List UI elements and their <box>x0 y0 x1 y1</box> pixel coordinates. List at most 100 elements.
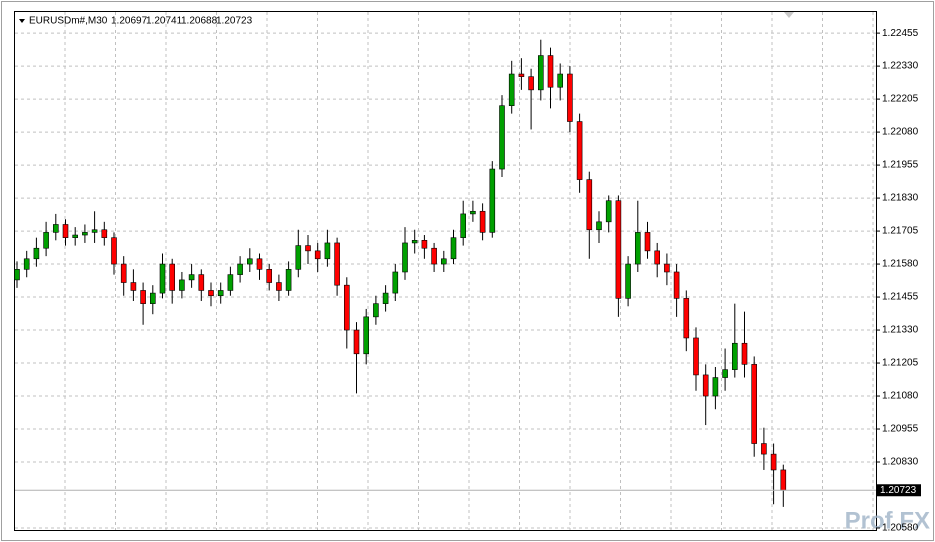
candle-body <box>770 453 777 471</box>
candle-body <box>334 242 340 286</box>
candle-body <box>508 73 515 106</box>
candle-body <box>780 469 787 491</box>
candle-body <box>664 263 670 273</box>
candle-body <box>479 210 486 233</box>
quote-close: 1.20723 <box>216 16 253 27</box>
candle-body <box>625 263 631 299</box>
y-tick-label: 1.22080 <box>882 127 919 138</box>
candle-body <box>33 247 40 260</box>
candle-body <box>62 224 69 238</box>
candle-body <box>528 76 534 91</box>
candle-body <box>305 245 311 252</box>
candle-body <box>52 224 59 233</box>
candle-body <box>373 303 379 318</box>
candle-body <box>741 342 748 365</box>
shift-marker <box>784 12 794 18</box>
y-tick-label: 1.21080 <box>882 391 919 402</box>
candle-body <box>324 242 331 260</box>
candle-body <box>43 232 49 249</box>
y-tick-label: 1.21205 <box>882 358 919 369</box>
candle-body <box>605 200 612 223</box>
candle-body <box>722 369 728 378</box>
candle-body <box>644 232 651 252</box>
quote-high: 1.20741 <box>146 16 183 27</box>
candle-body <box>353 329 360 355</box>
candle-body <box>440 258 447 265</box>
candle-body <box>421 240 428 249</box>
candle-body <box>702 374 709 397</box>
candle-body <box>72 234 78 238</box>
candle-body <box>14 269 20 281</box>
candle-body <box>101 229 108 238</box>
quote-open: 1.20697 <box>111 16 148 27</box>
candle-body <box>363 316 370 355</box>
candle-body <box>683 298 690 339</box>
candle-body <box>198 274 205 291</box>
candle-body <box>596 221 602 231</box>
y-tick-label: 1.21455 <box>882 292 919 303</box>
price-tag <box>877 484 921 497</box>
candle-body <box>120 263 127 283</box>
candle-body <box>130 282 137 291</box>
candle-body <box>751 364 758 444</box>
candle-body <box>247 258 253 265</box>
price-tag-label: 1.20723 <box>880 485 917 496</box>
candle-body <box>411 240 418 244</box>
candle-body <box>576 121 583 180</box>
menu-arrow[interactable] <box>19 19 25 23</box>
candle-body <box>489 168 496 233</box>
candle-body <box>567 73 573 122</box>
candle-body <box>693 337 699 376</box>
candle-body <box>402 242 408 273</box>
candle-body <box>537 55 544 91</box>
symbol: EURUSDm#,M30 <box>29 16 108 27</box>
candle-body <box>450 237 457 260</box>
candle-body <box>499 105 505 170</box>
candle-body <box>470 210 476 215</box>
candle-body <box>150 292 156 304</box>
candle-body <box>382 292 389 304</box>
y-tick-label: 1.20830 <box>882 457 919 468</box>
quote-low: 1.20688 <box>181 16 218 27</box>
y-tick-label: 1.22330 <box>882 61 919 72</box>
candle-body <box>266 269 273 283</box>
candle-body <box>295 245 302 270</box>
candle-body <box>276 282 282 291</box>
candle-body <box>615 200 622 299</box>
candle-body <box>111 237 117 265</box>
candle-body <box>460 213 467 238</box>
candle-body <box>586 179 593 231</box>
candle-body <box>285 269 292 291</box>
candle-body <box>217 290 224 297</box>
candle-body <box>169 263 175 291</box>
candle-body <box>731 342 738 370</box>
candle-body <box>82 232 88 236</box>
candle-body <box>557 73 564 88</box>
candle-body <box>188 274 195 281</box>
candle-body <box>518 73 525 77</box>
candle-body <box>392 271 399 294</box>
watermark: Prof FX <box>845 507 930 534</box>
candle-body <box>712 377 719 397</box>
y-tick-label: 1.20955 <box>882 424 919 435</box>
candle-body <box>547 55 554 88</box>
candle-body <box>208 290 214 297</box>
y-tick-label: 1.21705 <box>882 226 919 237</box>
candle-body <box>91 229 98 233</box>
candle-body <box>343 284 350 331</box>
y-tick-label: 1.22455 <box>882 28 919 39</box>
candle-body <box>237 263 243 275</box>
candle-body <box>314 250 321 260</box>
candle-body <box>256 258 263 270</box>
y-tick-label: 1.21830 <box>882 193 919 204</box>
y-tick-label: 1.21580 <box>882 259 919 270</box>
y-tick-label: 1.22205 <box>882 94 919 105</box>
y-tick-label: 1.21330 <box>882 325 919 336</box>
y-tick-label: 1.20580 <box>882 523 919 534</box>
candle-body <box>431 247 437 265</box>
candle-body <box>654 250 661 265</box>
y-tick-label: 1.21955 <box>882 160 919 171</box>
candle-body <box>23 258 30 270</box>
